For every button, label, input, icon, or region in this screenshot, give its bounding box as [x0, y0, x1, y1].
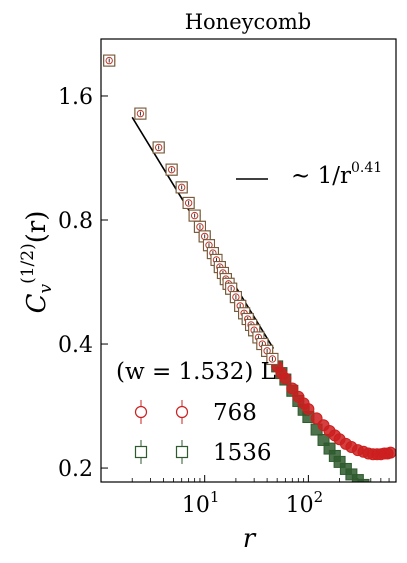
y-tick-label: 1.6	[58, 85, 93, 110]
legend-marker-1536	[134, 445, 148, 459]
data-point-768	[279, 372, 292, 385]
legend-label-1536: 1536	[213, 440, 272, 466]
data-point-1536	[382, 495, 393, 506]
data-point-1536	[389, 497, 400, 508]
x-axis-label: r	[243, 524, 257, 554]
ylabel-sub: v	[36, 284, 56, 294]
open-circle-marker	[196, 223, 204, 231]
data-point-768	[384, 446, 396, 459]
fit-legend-label: ∼ 1/r0.41	[291, 160, 382, 189]
x-tick-base: 10	[286, 493, 314, 518]
data-point-1536	[372, 490, 383, 501]
x-tick-exp: 2	[314, 488, 324, 506]
x-tick-label: 101	[182, 488, 220, 518]
x-tick-base: 10	[182, 493, 210, 518]
data-series	[103, 54, 400, 508]
data-point-1536	[333, 455, 346, 468]
fit-label-exp: 0.41	[351, 160, 382, 176]
legend-marker-1536	[175, 445, 189, 459]
open-circle-marker	[105, 56, 113, 65]
data-point-1536	[375, 492, 386, 503]
y-axis-label: Cv(1/2)(r)	[18, 211, 56, 314]
open-circle-marker	[167, 165, 176, 174]
data-point-1536	[379, 494, 390, 505]
legend-title: (w = 1.532) L	[116, 359, 276, 385]
data-point-768	[302, 403, 315, 416]
open-circle-marker	[190, 211, 199, 220]
legend-marker-768	[134, 405, 148, 419]
y-tick-label: 0.2	[58, 457, 93, 482]
x-tick-exp: 1	[210, 488, 220, 506]
data-point-768	[286, 382, 299, 395]
ylabel-main: C	[22, 293, 52, 313]
open-circle-marker	[184, 199, 193, 207]
plot-frame	[100, 38, 397, 483]
y-tick-label: 0.4	[58, 333, 93, 358]
legend-label-768: 768	[213, 400, 257, 426]
data-point-1536	[367, 486, 378, 497]
legend-marker-768	[175, 405, 189, 419]
chart-title: Honeycomb	[185, 10, 312, 34]
open-circle-marker	[268, 355, 277, 363]
data-point-1536	[385, 496, 396, 507]
open-circle-marker	[136, 109, 145, 118]
x-tick-label: 102	[286, 488, 324, 518]
annotations: ∼ 1/r0.41 (w = 1.532) L 768 1536	[116, 160, 382, 466]
ylabel-arg: (r)	[22, 211, 52, 244]
y-tick-label: 0.8	[58, 209, 93, 234]
data-point-1536	[357, 478, 370, 482]
fit-label-prefix: ∼ 1/r	[291, 163, 351, 189]
open-circle-marker	[177, 183, 186, 192]
ylabel-sup: (1/2)	[18, 243, 38, 284]
data-point-1536	[317, 433, 330, 446]
data-point-1536	[363, 483, 374, 494]
ylabel-group: Cv(1/2)(r)	[18, 211, 56, 314]
open-circle-marker	[154, 143, 163, 152]
